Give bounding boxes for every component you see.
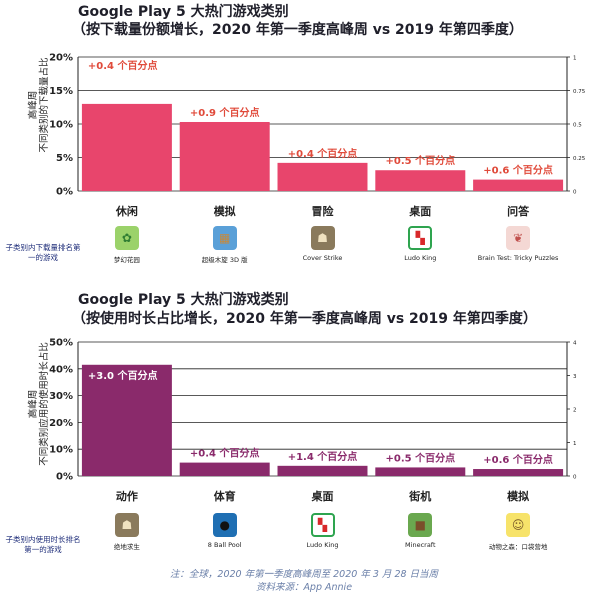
chart2-y-tick-label: 40% — [49, 364, 73, 375]
minecraft-block-icon: ■ — [408, 513, 433, 537]
chart2-bar-annotation: +0.6 个百分点 — [483, 453, 553, 466]
chart2-y-tick-label: 20% — [49, 418, 73, 429]
chart1-title-line2: （按下载量份额增长，2020 年第一季度高峰周 vs 2019 年第四季度） — [72, 22, 523, 38]
footer-source: 资料来源：App Annie — [255, 582, 353, 593]
chart2-top-game-name: 8 Ball Pool — [207, 541, 242, 549]
chart1-bar-annotation: +0.9 个百分点 — [190, 106, 260, 119]
chart1-top-game-name: Brain Test: Tricky Puzzles — [477, 254, 559, 262]
chart1-category-label: 冒险 — [312, 204, 335, 218]
footer-note: 注：全球，2020 年第一季度高峰周至 2020 年 3 月 28 日当周 — [169, 569, 439, 580]
chart1-top-game-row-label: 子类别内下载量排名第一的游戏 — [5, 243, 81, 262]
chart1-bar — [277, 162, 368, 191]
chart2-right-tick-label: 1 — [573, 441, 577, 447]
chart2-right-tick-label: 4 — [573, 341, 577, 347]
billiard-ball-icon: ● — [212, 513, 237, 537]
chart1-bar — [375, 170, 466, 191]
chart2-bar-annotation: +0.4 个百分点 — [190, 447, 260, 460]
chart2-right-tick-label: 3 — [573, 374, 577, 380]
chart1-right-tick-label: 0.75 — [573, 89, 586, 95]
chart1-bar — [473, 179, 564, 191]
chart2-category-label: 体育 — [214, 489, 236, 503]
chart2-bar — [277, 465, 368, 476]
chart2-bar — [179, 462, 270, 476]
chart1-bar — [81, 103, 172, 191]
chart2-category-label: 动作 — [116, 489, 138, 503]
chart1-title-line1: Google Play 5 大热门游戏类别 — [78, 4, 289, 20]
chart2-y-tick-label: 0% — [56, 472, 73, 483]
wood-block-icon: ▦ — [212, 226, 237, 250]
chart1-top-game-name: 超级木旋 3D 版 — [201, 256, 248, 264]
chart1-y-tick-label: 5% — [56, 153, 73, 164]
soldier-icon: ☗ — [310, 226, 335, 250]
chart2-y-tick-label: 30% — [49, 391, 73, 402]
chart1-right-tick-label: 1 — [573, 56, 577, 62]
chart2-title-line2: （按使用时长占比增长，2020 年第一季度高峰周 vs 2019 年第四季度） — [72, 311, 537, 327]
chart2-bar — [473, 469, 564, 476]
chart2-y-tick-label: 10% — [49, 445, 73, 456]
chart1-bar-annotation: +0.4 个百分点 — [88, 59, 158, 72]
chart2-top-game-name: Ludo King — [306, 541, 339, 549]
chart1-bar-annotation: +0.4 个百分点 — [288, 147, 358, 160]
soldier-icon: ☗ — [114, 513, 139, 537]
chart2-bar — [375, 467, 466, 476]
chart2-category-label: 模拟 — [507, 489, 529, 503]
brain-icon: ❦ — [506, 226, 531, 250]
chart2-top-game-row-label: 子类别内使用时长排名第一的游戏 — [5, 535, 81, 554]
chart2-right-tick-label: 0 — [573, 475, 577, 481]
plant-icon: ✿ — [114, 226, 139, 250]
chart1-top-game-name: Ludo King — [404, 254, 437, 262]
chart2-category-label: 桌面 — [311, 489, 334, 503]
chart1-top-game-name: 梦幻花园 — [113, 256, 140, 264]
chart1-right-tick-label: 0.5 — [573, 123, 582, 129]
chart1-y-tick-label: 0% — [56, 187, 73, 198]
chart2-top-game-name: 动物之森：口袋营地 — [488, 543, 548, 551]
chart1-category-label: 问答 — [507, 204, 530, 218]
chart1-category-label: 模拟 — [214, 204, 236, 218]
chart2-top-game-name: 绝地求生 — [113, 543, 140, 551]
ludo-board-icon: ▚ — [310, 513, 335, 537]
chart1-y-tick-label: 20% — [49, 53, 73, 64]
chart1-bar-annotation: +0.5 个百分点 — [386, 154, 456, 167]
chart2-bar-annotation: +0.5 个百分点 — [386, 451, 456, 464]
chart2-top-game-name: Minecraft — [405, 541, 436, 549]
chart1-category-label: 桌面 — [408, 204, 431, 218]
animal-face-icon: ☺ — [506, 513, 531, 537]
chart2-category-label: 街机 — [408, 489, 431, 503]
chart2-title-line1: Google Play 5 大热门游戏类别 — [78, 292, 289, 308]
chart2-bar-annotation: +3.0 个百分点 — [88, 369, 158, 382]
chart1-category-label: 休闲 — [115, 204, 138, 218]
chart1-bar — [179, 121, 270, 191]
chart1-y-tick-label: 10% — [49, 120, 73, 131]
chart2-bar — [81, 364, 172, 476]
chart2-bar-annotation: +1.4 个百分点 — [288, 450, 358, 463]
ludo-board-icon: ▚ — [408, 226, 433, 250]
chart2-right-tick-label: 2 — [573, 408, 577, 414]
chart1-y-tick-label: 15% — [49, 86, 73, 97]
chart1-top-game-name: Cover Strike — [302, 254, 343, 262]
chart1-right-tick-label: 0.25 — [573, 156, 586, 162]
chart1-bar-annotation: +0.6 个百分点 — [483, 164, 553, 177]
chart1-right-tick-label: 0 — [573, 190, 577, 196]
chart2-y-tick-label: 50% — [49, 338, 73, 349]
